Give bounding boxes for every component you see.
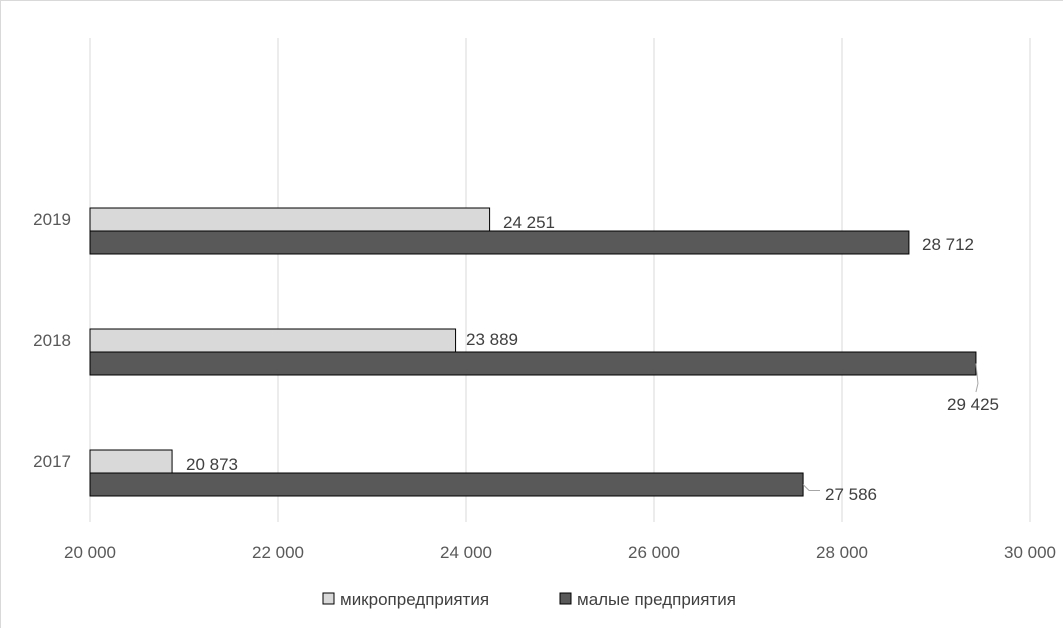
data-label-small-2019: 28 712 bbox=[922, 235, 974, 254]
gridlines bbox=[89, 38, 1031, 522]
legend-swatch-small bbox=[559, 592, 572, 605]
leader-lines bbox=[802, 363, 979, 491]
y-axis-category-labels: 2017 2018 2019 bbox=[33, 210, 71, 471]
bar-small-2019 bbox=[89, 230, 910, 255]
x-tick-label: 22 000 bbox=[252, 543, 304, 562]
x-tick-label: 30 000 bbox=[1004, 543, 1056, 562]
data-labels: 20 873 23 889 24 251 27 586 29 425 28 712 bbox=[186, 213, 999, 504]
category-label-2018: 2018 bbox=[33, 331, 71, 350]
x-tick-label: 28 000 bbox=[816, 543, 868, 562]
bar-small-2018 bbox=[89, 351, 977, 376]
legend-swatch-micro bbox=[322, 592, 335, 605]
data-label-small-2018: 29 425 bbox=[947, 395, 999, 414]
legend: микропредприятия малые предприятия bbox=[322, 590, 736, 609]
x-tick-label: 24 000 bbox=[440, 543, 492, 562]
bar-micro-2017 bbox=[89, 449, 173, 474]
legend-label-micro: микропредприятия bbox=[340, 590, 489, 609]
data-label-micro-2017: 20 873 bbox=[186, 455, 238, 474]
bar-micro-2019 bbox=[89, 207, 491, 232]
bar-small-2017 bbox=[89, 472, 804, 497]
leader-line-2018 bbox=[975, 363, 979, 393]
leader-line-2017 bbox=[802, 484, 820, 491]
category-label-2017: 2017 bbox=[33, 452, 71, 471]
data-label-micro-2018: 23 889 bbox=[466, 330, 518, 349]
legend-label-small: малые предприятия bbox=[577, 590, 736, 609]
category-label-2019: 2019 bbox=[33, 210, 71, 229]
bars bbox=[89, 207, 977, 497]
data-label-micro-2019: 24 251 bbox=[503, 213, 555, 232]
x-tick-label: 26 000 bbox=[628, 543, 680, 562]
x-tick-label: 20 000 bbox=[64, 543, 116, 562]
data-label-small-2017: 27 586 bbox=[825, 485, 877, 504]
x-axis-tick-labels: 20 000 22 000 24 000 26 000 28 000 30 000 bbox=[64, 543, 1056, 562]
bar-micro-2018 bbox=[89, 328, 457, 353]
